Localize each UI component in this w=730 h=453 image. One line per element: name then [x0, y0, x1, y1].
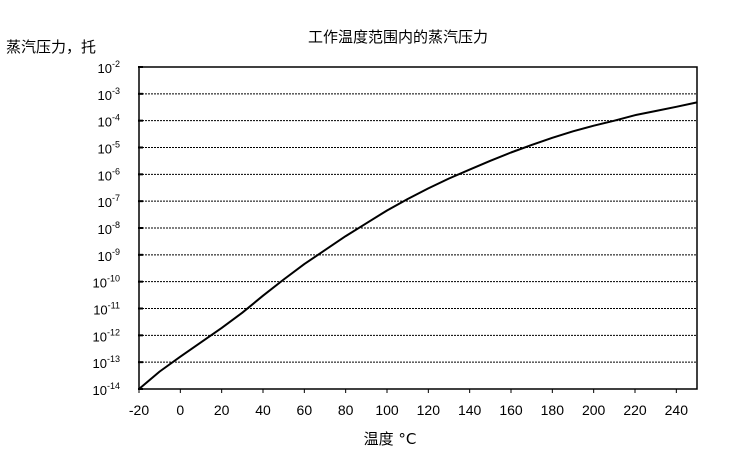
data-point [262, 295, 264, 297]
data-point [551, 137, 553, 139]
data-point [138, 388, 140, 390]
y-tick-label: 10-11 [93, 301, 120, 318]
data-point [675, 106, 677, 108]
data-point [531, 144, 533, 146]
data-point [510, 151, 512, 154]
x-axis-label: 温度 °C [364, 430, 417, 448]
data-point [696, 101, 698, 103]
data-point [613, 120, 615, 122]
x-tick-label: 0 [176, 402, 184, 418]
data-point [303, 263, 305, 265]
data-point [200, 341, 202, 343]
x-tick-label: 60 [297, 402, 313, 418]
x-tick-label: 180 [541, 402, 565, 418]
y-tick-label: 10-5 [98, 140, 120, 157]
data-point [365, 222, 367, 224]
data-point [489, 160, 491, 162]
data-point [427, 187, 429, 189]
x-tick-label: 220 [623, 402, 647, 418]
y-tick-label: 10-10 [93, 274, 120, 291]
data-point [159, 370, 161, 373]
data-point [469, 169, 471, 171]
y-tick-label: 10-4 [98, 113, 120, 130]
grid-lines [138, 66, 697, 393]
data-point [386, 209, 388, 212]
data-point [283, 278, 285, 281]
data-point [241, 312, 243, 314]
y-tick-label: 10-8 [98, 220, 120, 237]
y-tick-label: 10-13 [93, 354, 120, 371]
data-point [324, 249, 326, 251]
x-tick-label: 100 [375, 402, 399, 418]
x-tick-label: -20 [129, 402, 149, 418]
plot-area-frame [138, 66, 698, 390]
data-point [572, 130, 574, 132]
data-point [407, 198, 409, 200]
x-tick-label: 40 [255, 402, 271, 418]
data-point [345, 235, 347, 237]
series-line [138, 101, 698, 390]
y-tick-label: 10-3 [98, 86, 120, 103]
x-tick-label: 140 [458, 402, 482, 418]
x-tick-label: 20 [214, 402, 230, 418]
x-tick-label: 200 [582, 402, 606, 418]
y-axis-label: 蒸汽压力，托 [6, 38, 96, 56]
data-point [179, 356, 181, 358]
data-point [593, 125, 595, 127]
y-tick-labels: 10-2 10-3 10-4 10-5 10-6 10-7 10-8 10-9 10-10 10-… [93, 59, 120, 398]
y-tick-label: 10-12 [93, 327, 120, 344]
y-tick-label: 10-2 [98, 59, 120, 76]
y-tick-label: 10-14 [93, 381, 120, 398]
series-layer [138, 101, 698, 390]
y-tick-label: 10-9 [98, 247, 120, 264]
x-tick-label: 240 [665, 402, 689, 418]
x-tick-label: 120 [417, 402, 441, 418]
data-point [655, 110, 657, 112]
data-point [448, 177, 450, 180]
data-point [221, 327, 223, 329]
x-tick-label: 80 [338, 402, 354, 418]
data-point [634, 114, 636, 116]
y-tick-label: 10-7 [98, 193, 120, 210]
x-tick-labels: -20 0 20 40 60 80 100 120 140 160 180 200 220 240 [129, 402, 688, 418]
y-tick-label: 10-6 [98, 166, 120, 183]
chart-title: 工作温度范围内的蒸汽压力 [308, 28, 488, 46]
x-tick-label: 160 [499, 402, 523, 418]
